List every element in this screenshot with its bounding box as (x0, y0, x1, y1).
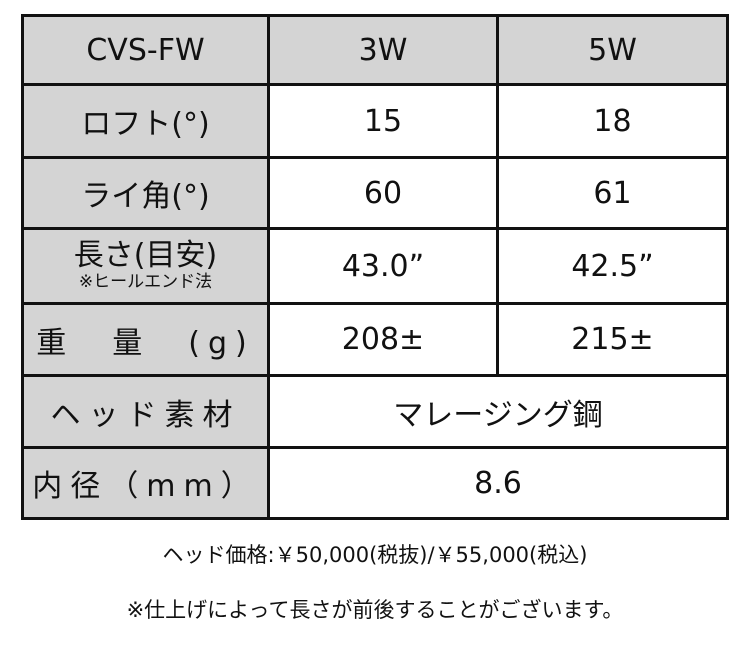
row-label: ロフト(°) (21, 83, 270, 159)
row-label: ヘッド素材 (21, 374, 270, 449)
cell-material: マレージング鋼 (267, 374, 729, 449)
cell-3w: 60 (267, 156, 499, 230)
header-5w: 5W (496, 14, 729, 86)
row-label-cell: 長さ(目安) ※ヒールエンド法 (21, 227, 270, 305)
cell-3w: 208± (267, 302, 499, 377)
row-label: ライ角(°) (21, 156, 270, 230)
cell-diameter: 8.6 (267, 446, 729, 520)
cell-5w: 215± (496, 302, 729, 377)
row-label: 長さ(目安) (73, 238, 218, 273)
cell-3w: 43.0” (267, 227, 499, 305)
row-length: 長さ(目安) ※ヒールエンド法 43.0” 42.5” (21, 227, 729, 305)
row-lie: ライ角(°) 60 61 (21, 156, 729, 230)
row-loft: ロフト(°) 15 18 (21, 83, 729, 159)
row-label: 重 量 (g) (21, 302, 270, 377)
header-model: CVS-FW (21, 14, 270, 86)
row-sublabel: ※ヒールエンド法 (78, 272, 213, 292)
cell-3w: 15 (267, 83, 499, 159)
cell-5w: 61 (496, 156, 729, 230)
cell-5w: 42.5” (496, 227, 729, 305)
cell-5w: 18 (496, 83, 729, 159)
row-head-material: ヘッド素材 マレージング鋼 (21, 374, 729, 449)
header-3w: 3W (267, 14, 499, 86)
spec-table: CVS-FW 3W 5W ロフト(°) 15 18 ライ角(°) 60 61 長… (21, 14, 729, 520)
header-row: CVS-FW 3W 5W (21, 14, 729, 86)
row-label: 内径（mm） (21, 446, 270, 520)
row-inner-diameter: 内径（mm） 8.6 (21, 446, 729, 520)
row-weight: 重 量 (g) 208± 215± (21, 302, 729, 377)
note-text: ※仕上げによって長さが前後することがございます。 (126, 598, 624, 622)
price-text: ヘッド価格:￥50,000(税抜)/￥55,000(税込) (162, 543, 588, 567)
